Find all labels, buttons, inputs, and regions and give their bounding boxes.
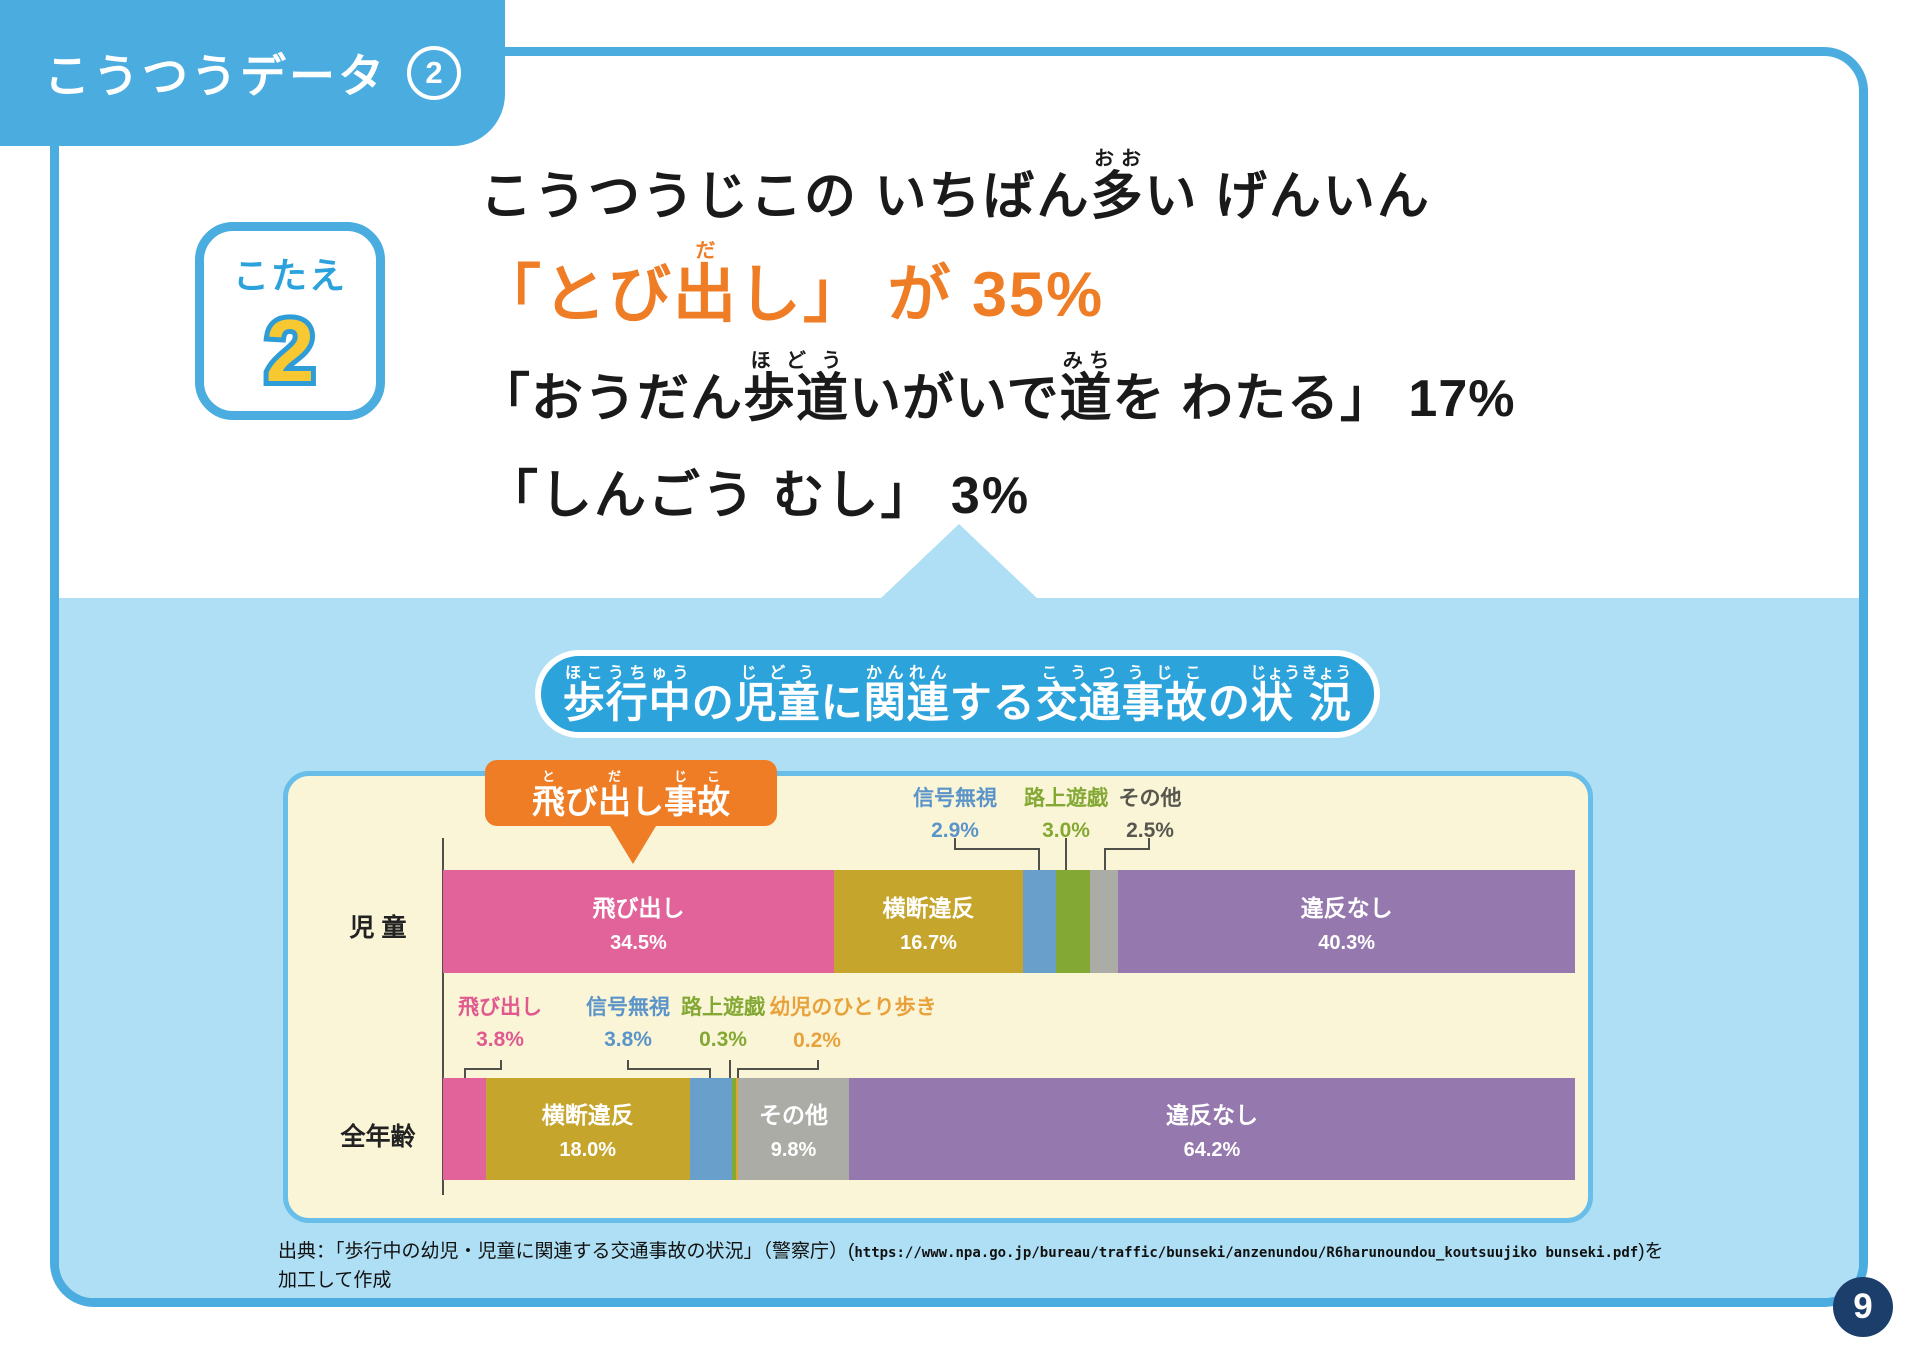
leader-line xyxy=(1104,838,1150,850)
leader-line xyxy=(1038,850,1040,870)
bar-segment-飛び出し xyxy=(443,1078,486,1180)
leader-line xyxy=(464,1070,466,1078)
row-label-children: 児 童 xyxy=(349,914,407,942)
header-tab: こうつうデータ 2 xyxy=(0,0,505,146)
bar-segment-その他 xyxy=(1089,870,1119,973)
page-title: こうつうデータ xyxy=(44,50,387,102)
bar-segment-路上遊戯 xyxy=(732,1078,736,1180)
section-pointer-triangle xyxy=(879,524,1039,600)
bar-segment-横断違反: 横断違反 16.7% xyxy=(833,870,1024,973)
annotation-tobidashi-bottom: 飛び出し 3.8% xyxy=(458,996,542,1051)
bar-segment-横断違反: 横断違反 18.0% xyxy=(485,1078,690,1180)
answer-badge: こたえ 2 xyxy=(195,222,385,420)
source-line-1: 出典：「歩行中の幼児・児童に関連する交通事故の状況」（警察庁）(https://… xyxy=(278,1241,1664,1262)
tobidashi-callout-label: 飛とび出だし事故じこ xyxy=(532,768,730,820)
chart-title-bubble: 歩行中ほこうちゅうの児童じどうに関連かんれんする交通事故こうつうじこの状 況じょ… xyxy=(535,650,1380,738)
callout-tail xyxy=(610,826,656,864)
answer-line-2-highlight: 「とび出だし」 が 35% xyxy=(478,240,1105,330)
bar-segment-信号無視 xyxy=(1023,870,1056,973)
bar-segment-路上遊戯 xyxy=(1056,870,1090,973)
leader-line xyxy=(954,838,1040,850)
annotation-shingomushi-bottom: 信号無視 3.8% xyxy=(586,996,670,1051)
bar-segment-違反なし: 違反なし 40.3% xyxy=(1118,870,1575,973)
tobidashi-callout: 飛とび出だし事故じこ xyxy=(485,760,777,826)
bar-segment-幼児のひとり歩き xyxy=(735,1078,739,1180)
header-number-badge: 2 xyxy=(407,46,461,100)
leader-line xyxy=(737,1060,819,1070)
source-url: https://www.npa.go.jp/bureau/traffic/bun… xyxy=(854,1245,1639,1261)
chart-title: 歩行中ほこうちゅうの児童じどうに関連かんれんする交通事故こうつうじこの状 況じょ… xyxy=(562,664,1353,726)
bar-all-ages: 横断違反 18.0% その他 9.8% 違反なし 64.2% xyxy=(443,1078,1575,1180)
chart-panel: 飛とび出だし事故じこ 信号無視 2.9% 路上遊戯 3.0% その他 2.5% 飛び出… xyxy=(283,760,1593,1223)
answer-line-3: 「おうだん歩道ほどういがいで道みちを わたる」 17% xyxy=(478,350,1516,428)
bar-segment-違反なし: 違反なし 64.2% xyxy=(848,1078,1575,1180)
bar-segment-飛び出し: 飛び出し 34.5% xyxy=(443,870,834,973)
leader-line xyxy=(1065,838,1067,870)
answer-badge-label: こたえ xyxy=(232,255,347,296)
annotation-rojoyugi-bottom: 路上遊戯 0.3% xyxy=(681,996,765,1051)
row-label-all-ages: 全年齢 xyxy=(340,1123,416,1151)
source-attribution: 出典：「歩行中の幼児・児童に関連する交通事故の状況」（警察庁）(https://… xyxy=(278,1238,1664,1295)
page-number-badge: 9 xyxy=(1833,1277,1893,1337)
page-number: 9 xyxy=(1853,1287,1873,1326)
annotation-shingomushi-top: 信号無視 2.9% xyxy=(913,787,997,842)
leader-line xyxy=(729,1060,731,1078)
answer-badge-number: 2 xyxy=(261,296,320,399)
annotation-rojoyugi-top: 路上遊戯 3.0% xyxy=(1024,787,1108,842)
leader-line xyxy=(464,1060,502,1070)
chart-axis-line xyxy=(442,838,444,1195)
annotation-sonota-top: その他 2.5% xyxy=(1118,787,1182,842)
bar-segment-その他: その他 9.8% xyxy=(738,1078,849,1180)
svg-text:2: 2 xyxy=(266,301,315,399)
annotation-yoji-hitoriaruki: 幼児のひとり歩き 0.2% xyxy=(769,996,937,1052)
leader-line xyxy=(709,1070,711,1078)
source-line-2: 加工して作成 xyxy=(278,1270,392,1291)
bar-segment-信号無視 xyxy=(689,1078,733,1180)
bar-children: 飛び出し 34.5% 横断違反 16.7% 違反なし 40.3% xyxy=(443,870,1575,973)
answer-line-4: 「しんごう むし」 3% xyxy=(486,467,1031,525)
leader-line xyxy=(627,1060,711,1070)
leader-line xyxy=(1104,850,1106,870)
leader-line xyxy=(737,1070,739,1078)
answer-line-1: こうつうじこの いちばん多おおい げんいん xyxy=(480,148,1431,226)
